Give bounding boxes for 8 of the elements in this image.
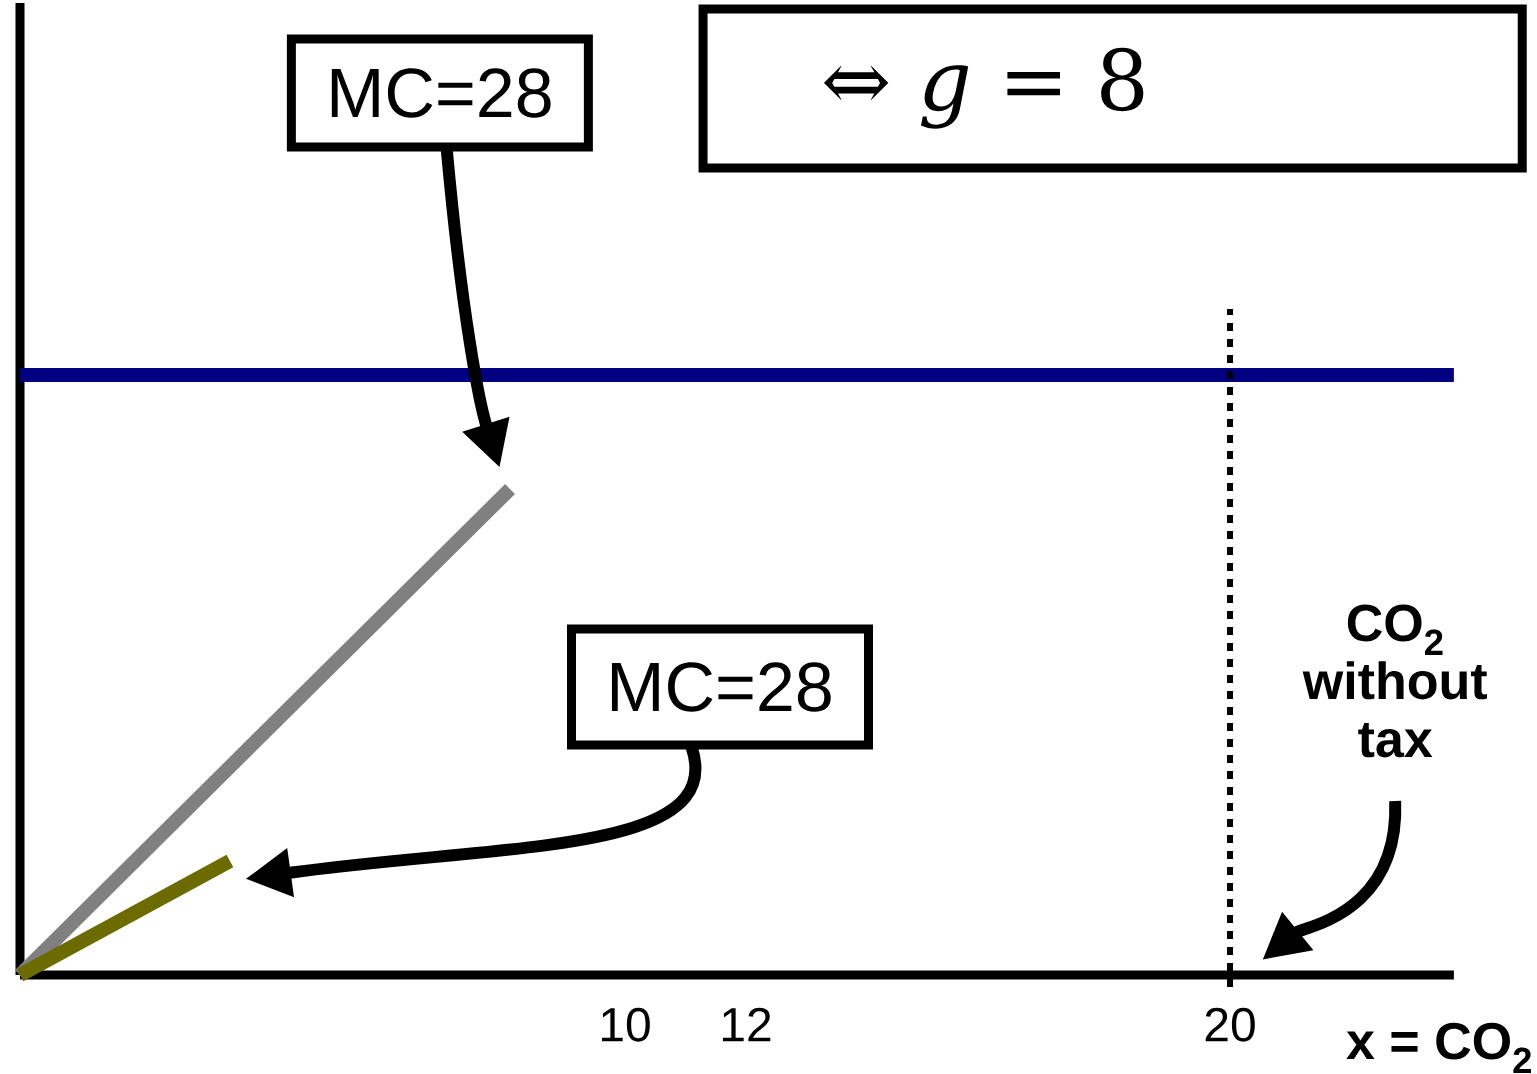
annotation: MC=28 bbox=[611, 662, 831, 712]
text: MC=28 bbox=[331, 68, 551, 118]
text: ⇔ g = 8 bbox=[824, 47, 1144, 129]
x-tick-label: 10 bbox=[601, 1007, 650, 1042]
x-tick-label: 20 bbox=[1205, 1007, 1255, 1042]
x-tick-label: 12 bbox=[722, 1007, 771, 1042]
annotation: CO$_{2}$ without tax bbox=[1302, 604, 1488, 758]
x-axis-title: x = CO$_{2}$ bbox=[1346, 1022, 1531, 1074]
